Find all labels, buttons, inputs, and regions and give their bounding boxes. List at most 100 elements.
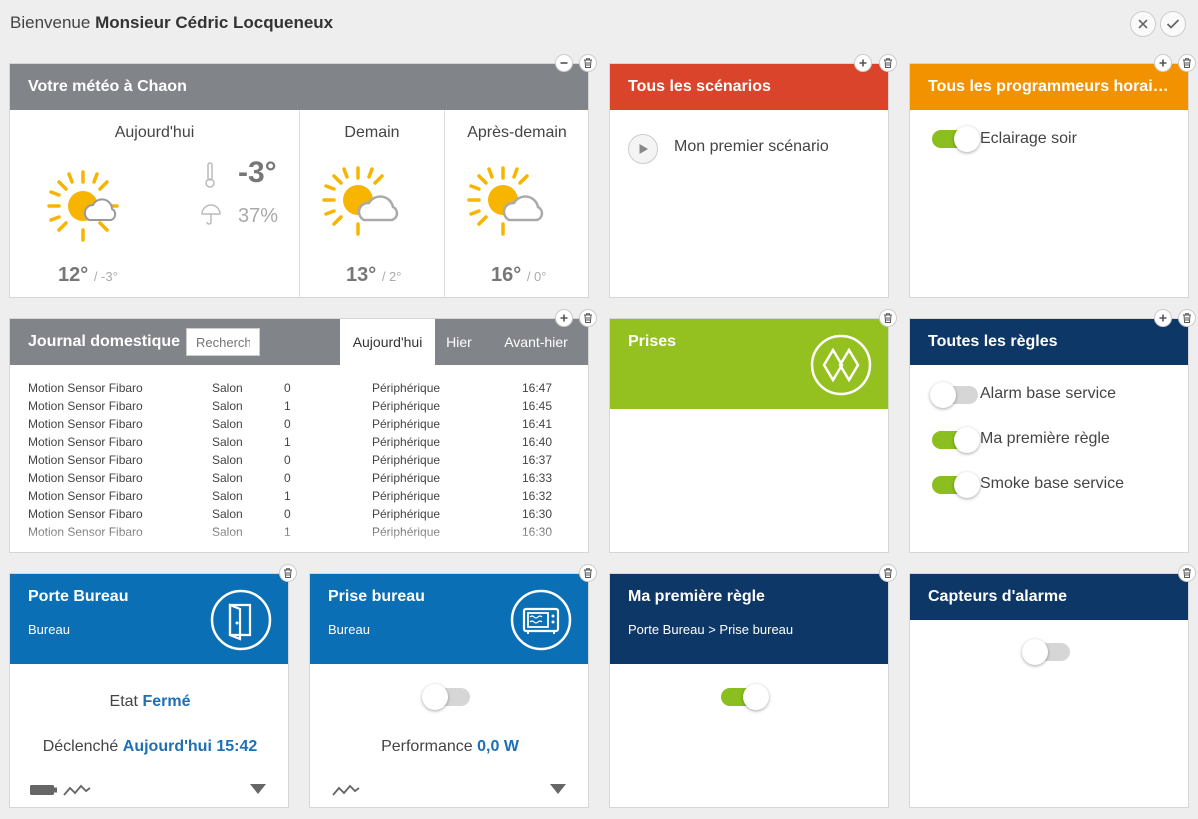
weather-after-tomorrow: Après-demain 16° / 0°: [445, 110, 588, 297]
journal-card: Journal domestique Aujourd'hui Hier Avan…: [9, 318, 589, 553]
sun-cloud-icon: [322, 166, 399, 236]
journal-table: Motion Sensor Fibaro Salon 0 Périphérique 16…: [28, 379, 562, 541]
umbrella-icon: [201, 204, 221, 225]
table-cell: Motion Sensor Fibaro: [28, 417, 143, 431]
divider: [299, 110, 300, 297]
plus-icon: [859, 59, 867, 67]
high-temp: 12°: [58, 264, 89, 286]
delete-button[interactable]: [579, 564, 597, 582]
delete-button[interactable]: [879, 309, 897, 327]
scenarios-card: Tous les scénarios Mon premier scénario: [609, 63, 889, 298]
table-cell: Périphérique: [372, 381, 441, 395]
rule-label: Alarm base service: [980, 385, 1117, 402]
table-cell: 0: [284, 507, 291, 521]
table-cell: Salon: [212, 435, 243, 449]
table-cell: Salon: [212, 381, 243, 395]
play-icon: [639, 144, 648, 154]
prises-card: Prises: [609, 318, 889, 553]
tab-day-before[interactable]: Avant-hier: [504, 334, 568, 350]
delete-button[interactable]: [1178, 54, 1196, 72]
delete-button[interactable]: [879, 564, 897, 582]
table-cell: Motion Sensor Fibaro: [28, 381, 143, 395]
current-temp: -3°: [238, 156, 277, 189]
after-temps: 16° / 0°: [491, 264, 546, 287]
tab-yesterday[interactable]: Hier: [446, 334, 472, 350]
delete-button[interactable]: [579, 309, 597, 327]
trigger-label: Déclenché: [42, 738, 119, 755]
table-cell: 0: [284, 417, 291, 431]
welcome-label: Bienvenue: [10, 13, 91, 32]
delete-button[interactable]: [1178, 564, 1196, 582]
scenario-label: Mon premier scénario: [674, 138, 829, 155]
table-cell: Périphérique: [372, 435, 441, 449]
alarm-base-toggle[interactable]: [930, 382, 978, 408]
table-cell: 0: [284, 453, 291, 467]
porte-state: Etat Fermé: [10, 693, 288, 711]
delete-button[interactable]: [579, 54, 597, 72]
table-cell: Salon: [212, 453, 243, 467]
add-button[interactable]: [1154, 54, 1172, 72]
table-cell: Salon: [212, 489, 243, 503]
weather-tomorrow: Demain 13° / 2°: [300, 110, 444, 297]
chevron-down-icon[interactable]: [250, 784, 266, 794]
check-icon: [1166, 19, 1180, 29]
add-button[interactable]: [555, 309, 573, 327]
table-cell: 16:32: [522, 489, 553, 503]
plus-icon: [1159, 314, 1167, 322]
alarm-toggle[interactable]: [1022, 639, 1070, 665]
prise-bureau-card: Prise bureau Bureau Performance 0,0 W: [309, 573, 589, 808]
smoke-base-toggle[interactable]: [932, 472, 980, 498]
table-row: Motion Sensor Fibaro Salon 0 Périphérique 16…: [28, 415, 562, 433]
activity-chart-icon[interactable]: [63, 782, 91, 798]
confirm-button[interactable]: [1160, 11, 1186, 37]
rule-toggle[interactable]: [721, 684, 769, 710]
tab-today[interactable]: Aujourd'hui: [340, 319, 435, 365]
journal-search-input[interactable]: [186, 328, 260, 356]
user-name: Monsieur Cédric Locqueneux: [95, 13, 334, 32]
table-cell: Périphérique: [372, 489, 441, 503]
table-cell: Salon: [212, 399, 243, 413]
table-cell: Motion Sensor Fibaro: [28, 435, 143, 449]
table-cell: Périphérique: [372, 399, 441, 413]
add-button[interactable]: [854, 54, 872, 72]
day-label: Aujourd'hui: [114, 124, 195, 141]
state-label: Etat: [109, 693, 138, 710]
weather-card: Votre météo à Chaon Aujourd'hui -3° 37: [9, 63, 589, 298]
trash-icon: [584, 313, 592, 323]
thermometer-icon: [205, 162, 215, 188]
play-scenario-button[interactable]: [628, 134, 658, 164]
delete-button[interactable]: [879, 54, 897, 72]
high-temp: 16°: [491, 264, 522, 286]
porte-title: Porte Bureau: [28, 588, 129, 605]
table-row: Motion Sensor Fibaro Salon 1 Périphérique 16…: [28, 397, 562, 415]
cancel-button[interactable]: [1130, 11, 1156, 37]
battery-icon: [30, 785, 57, 795]
table-cell: 0: [284, 471, 291, 485]
add-button[interactable]: [1154, 309, 1172, 327]
table-cell: Salon: [212, 417, 243, 431]
table-row: Motion Sensor Fibaro Salon 1 Périphérique 16…: [28, 487, 562, 505]
delete-button[interactable]: [1178, 309, 1196, 327]
activity-chart-icon[interactable]: [332, 782, 360, 798]
rule-label: Ma première règle: [980, 430, 1110, 447]
low-temp: / 2°: [381, 269, 402, 284]
alarm-title: Capteurs d'alarme: [910, 574, 1188, 620]
chevron-down-icon[interactable]: [550, 784, 566, 794]
table-row: Motion Sensor Fibaro Salon 1 Périphérique 16…: [28, 433, 562, 451]
welcome-text: Bienvenue Monsieur Cédric Locqueneux: [10, 13, 333, 33]
prise-bureau-toggle[interactable]: [422, 684, 470, 710]
trash-icon: [1183, 568, 1191, 578]
porte-bureau-card: Porte Bureau Bureau Etat Fermé Déclenché…: [9, 573, 289, 808]
weather-title: Votre météo à Chaon: [10, 64, 588, 110]
plus-icon: [1159, 59, 1167, 67]
programmers-title: Tous les programmeurs horair...: [910, 64, 1188, 110]
minus-icon: [560, 62, 568, 64]
eclairage-toggle[interactable]: [932, 126, 980, 152]
low-temp: / 0°: [526, 269, 547, 284]
delete-button[interactable]: [279, 564, 297, 582]
collapse-button[interactable]: [555, 54, 573, 72]
prise-title: Prise bureau: [328, 588, 425, 605]
trigger-value: Aujourd'hui 15:42: [122, 738, 258, 755]
sun-cloud-icon: [467, 166, 544, 236]
premiere-regle-toggle[interactable]: [932, 427, 980, 453]
